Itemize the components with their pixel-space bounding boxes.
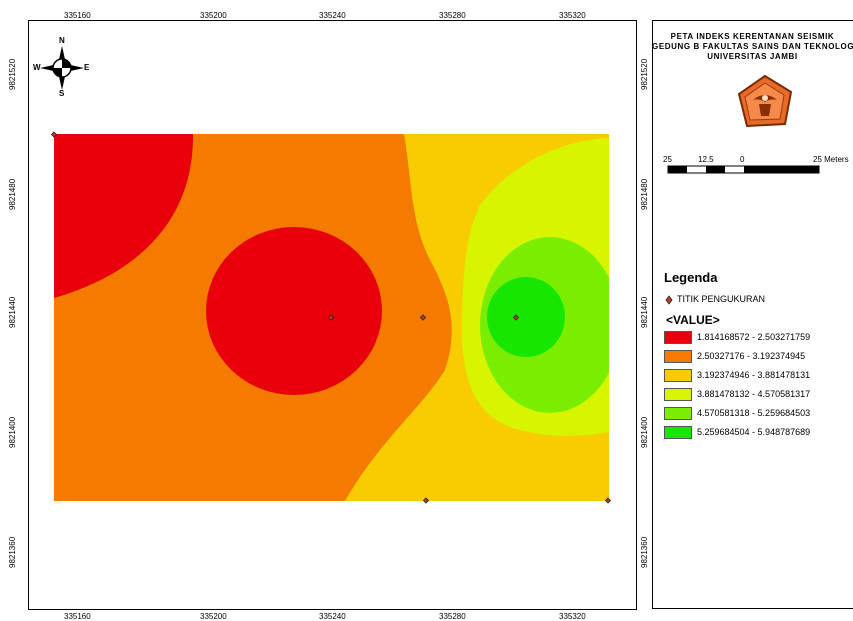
legend-panel	[652, 20, 853, 609]
legend-class-label: 3.881478132 - 4.570581317	[697, 389, 811, 399]
measurement-point	[512, 314, 520, 321]
map-title: PETA INDEKS KERENTANAN SEISMIK GEDUNG B …	[652, 32, 853, 62]
legend-class-label: 4.570581318 - 5.259684503	[697, 408, 811, 418]
compass-w: W	[33, 63, 41, 72]
legend-swatch	[664, 426, 692, 439]
map-frame	[28, 20, 637, 610]
x-tick-bottom: 335320	[559, 612, 586, 621]
x-tick-top: 335320	[559, 11, 586, 20]
title-line-1: PETA INDEKS KERENTANAN SEISMIK	[670, 32, 835, 41]
compass-s: S	[59, 89, 65, 98]
legend-class-label: 1.814168572 - 2.503271759	[697, 332, 811, 342]
x-tick-top: 335160	[64, 11, 91, 20]
measurement-point	[327, 314, 335, 321]
x-tick-bottom: 335160	[64, 612, 91, 621]
compass-e: E	[84, 63, 90, 72]
legend-swatch	[664, 369, 692, 382]
title-line-2: GEDUNG B FAKULTAS SAINS DAN TEKNOLOGI	[652, 42, 853, 51]
measurement-point	[422, 497, 430, 504]
point-legend-label: TITIK PENGUKURAN	[677, 294, 766, 304]
scale-label-zero: 0	[740, 155, 745, 164]
x-tick-top: 335240	[319, 11, 346, 20]
scale-label-left: 25	[663, 155, 672, 164]
measurement-point	[419, 314, 427, 321]
legend-title: Legenda	[664, 270, 718, 285]
x-tick-top: 335280	[439, 11, 466, 20]
x-tick-bottom: 335280	[439, 612, 466, 621]
scale-label-mid: 12.5	[698, 155, 714, 164]
measurement-point	[50, 131, 58, 138]
legend-swatch	[664, 350, 692, 363]
point-symbol-icon	[665, 295, 673, 305]
zone-class1-corner	[54, 134, 194, 298]
value-title: <VALUE>	[666, 313, 720, 327]
zone-class6	[487, 277, 565, 357]
north-arrow-icon	[40, 46, 84, 90]
scale-label-right: 25 Meters	[813, 155, 849, 164]
compass-n: N	[59, 36, 65, 45]
measurement-point	[604, 497, 612, 504]
zone-class1-center	[206, 227, 382, 395]
legend-class-label: 2.50327176 - 3.192374945	[697, 351, 806, 361]
university-logo	[737, 74, 793, 128]
scale-bar	[667, 165, 820, 174]
legend-swatch	[664, 407, 692, 420]
legend-class-label: 5.259684504 - 5.948787689	[697, 427, 811, 437]
x-tick-top: 335200	[200, 11, 227, 20]
title-line-3: UNIVERSITAS JAMBI	[707, 52, 798, 61]
x-tick-bottom: 335200	[200, 612, 227, 621]
legend-swatch	[664, 388, 692, 401]
legend-class-label: 3.192374946 - 3.881478131	[697, 370, 811, 380]
x-tick-bottom: 335240	[319, 612, 346, 621]
legend-swatch	[664, 331, 692, 344]
